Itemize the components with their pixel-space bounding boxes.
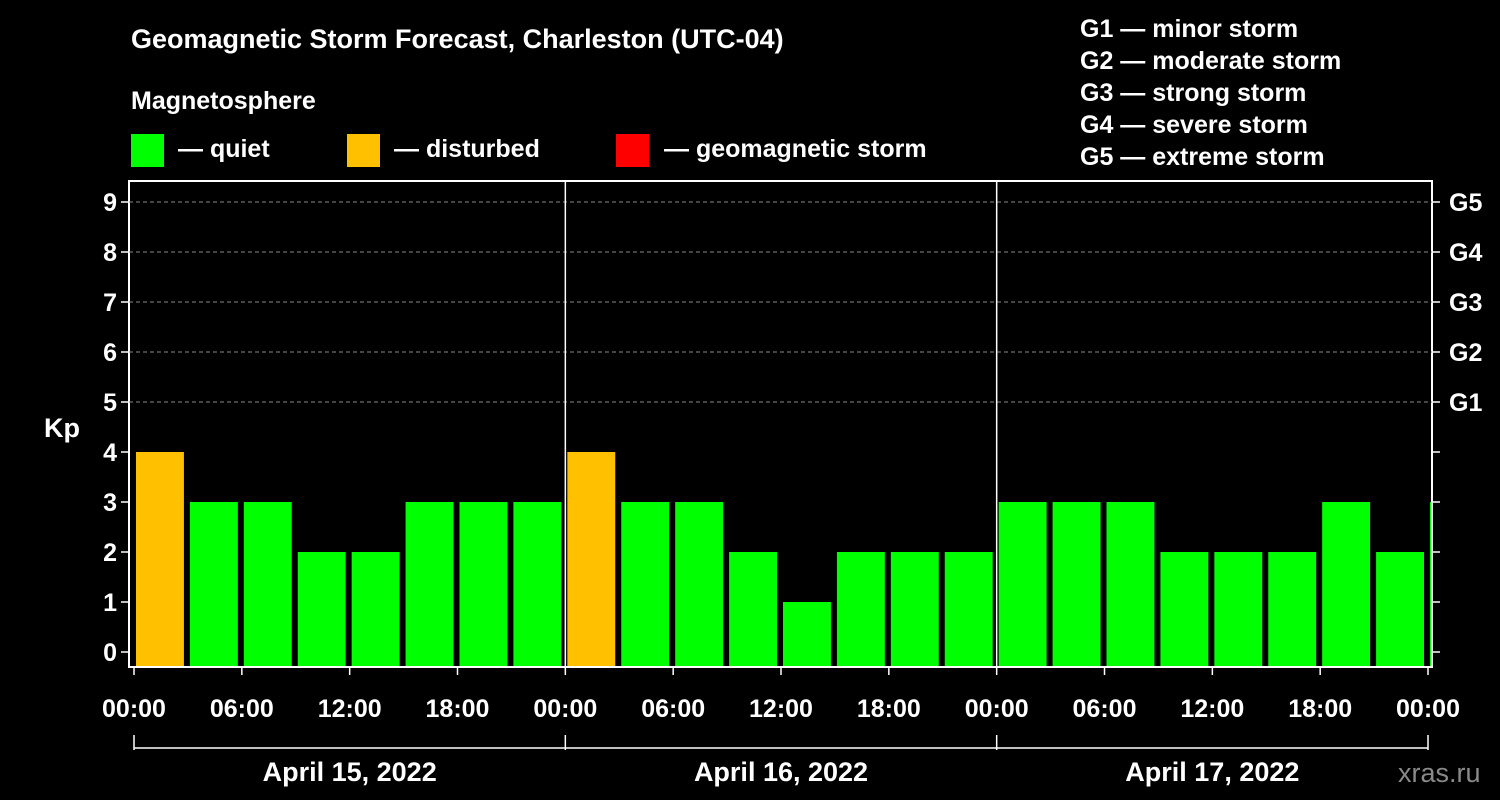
y-axis-label: Kp (44, 413, 80, 443)
x-tick-label: 06:00 (641, 695, 705, 723)
kp-bar (1052, 502, 1101, 666)
x-tick-label: 18:00 (426, 695, 490, 723)
watermark: xras.ru (1398, 758, 1481, 788)
x-tick-label: 00:00 (533, 695, 597, 723)
kp-bar (1430, 502, 1431, 666)
storm-level-g1: G1 — minor storm (1080, 15, 1299, 43)
kp-bar (783, 602, 831, 666)
y-tick-label: 3 (103, 489, 117, 517)
day-label: April 16, 2022 (694, 757, 868, 787)
x-tick-label: 00:00 (102, 695, 166, 723)
x-tick-label: 00:00 (965, 695, 1029, 723)
y-tick-label: 7 (103, 289, 117, 317)
kp-bar (405, 502, 454, 666)
y-tick-label: 0 (103, 639, 117, 667)
kp-bar (944, 552, 993, 666)
x-tick-label: 12:00 (1180, 695, 1244, 723)
storm-level-g5: G5 — extreme storm (1080, 143, 1325, 171)
kp-bar (243, 502, 292, 666)
legend-disturbed-swatch (347, 134, 380, 167)
kp-bar (189, 502, 238, 666)
legend-storm-swatch (616, 134, 649, 167)
day-label: April 17, 2022 (1125, 757, 1299, 787)
x-tick-label: 18:00 (1288, 695, 1352, 723)
x-tick-label: 00:00 (1396, 695, 1460, 723)
y-tick-label: 9 (103, 189, 117, 217)
kp-bar (675, 502, 724, 666)
kp-bar (1160, 552, 1209, 666)
storm-level-label: G5 (1449, 189, 1482, 217)
legend-quiet-swatch (131, 134, 164, 167)
kp-bar (1322, 502, 1371, 666)
y-tick-label: 4 (103, 439, 117, 467)
legend-disturbed-label: — disturbed (394, 135, 540, 163)
y-tick-label: 5 (103, 389, 117, 417)
x-tick-label: 06:00 (210, 695, 274, 723)
legend-quiet-label: — quiet (178, 135, 270, 163)
kp-bar (459, 502, 508, 666)
x-tick-label: 18:00 (857, 695, 921, 723)
storm-level-label: G2 (1449, 339, 1482, 367)
kp-bar (998, 502, 1047, 666)
kp-bar (136, 452, 184, 666)
kp-bar (513, 502, 562, 666)
kp-bar (621, 502, 670, 666)
x-tick-label: 12:00 (749, 695, 813, 723)
day-label: April 15, 2022 (263, 757, 437, 787)
kp-bar (890, 552, 939, 666)
x-tick-label: 06:00 (1073, 695, 1137, 723)
storm-level-g3: G3 — strong storm (1080, 79, 1307, 107)
kp-bar (351, 552, 400, 666)
storm-level-g4: G4 — severe storm (1080, 111, 1308, 139)
kp-bar (1106, 502, 1155, 666)
y-tick-label: 2 (103, 539, 117, 567)
storm-level-label: G1 (1449, 389, 1482, 417)
kp-bar (297, 552, 346, 666)
kp-bar (1376, 552, 1425, 666)
storm-level-g2: G2 — moderate storm (1080, 47, 1342, 75)
x-tick-label: 12:00 (318, 695, 382, 723)
kp-bar (836, 552, 885, 666)
storm-level-label: G4 (1449, 239, 1482, 267)
chart-title: Geomagnetic Storm Forecast, Charleston (… (131, 24, 784, 54)
y-tick-label: 6 (103, 339, 117, 367)
legend-storm-label: — geomagnetic storm (664, 135, 927, 163)
kp-bar (567, 452, 616, 666)
storm-level-label: G3 (1449, 289, 1482, 317)
y-tick-label: 8 (103, 239, 117, 267)
kp-bar (1268, 552, 1317, 666)
y-tick-label: 1 (103, 589, 117, 617)
kp-bar (729, 552, 778, 666)
kp-bar (1214, 552, 1263, 666)
magnetosphere-label: Magnetosphere (131, 87, 316, 115)
